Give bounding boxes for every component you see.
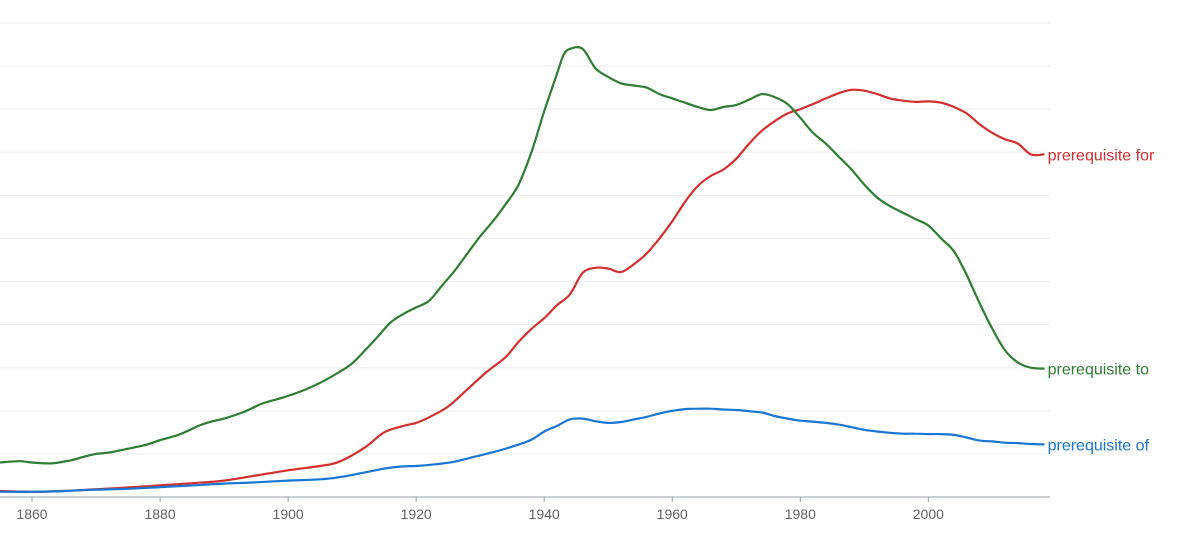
- series-labels: prerequisite for prerequisite to prerequis…: [1048, 147, 1155, 454]
- x-axis-ticks: 1860 1880 1900 1920 1940 1960 1980 2000: [16, 497, 944, 522]
- x-tick-label: 2000: [913, 506, 944, 522]
- x-tick-label: 1940: [529, 506, 560, 522]
- x-tick-label: 1880: [144, 506, 175, 522]
- series-label-prerequisite-to[interactable]: prerequisite to: [1048, 362, 1149, 379]
- series-label-prerequisite-for[interactable]: prerequisite for: [1048, 147, 1155, 164]
- gridlines: [0, 22, 1050, 455]
- series-line-prerequisite-for[interactable]: [0, 88, 1045, 493]
- x-tick-label: 1860: [16, 506, 47, 522]
- x-tick-label: 1920: [401, 506, 432, 522]
- series-line-prerequisite-of[interactable]: [0, 407, 1045, 493]
- x-tick-label: 1960: [657, 506, 688, 522]
- x-tick-label: 1900: [273, 506, 304, 522]
- series-line-prerequisite-to[interactable]: [0, 46, 1045, 465]
- series-lines: [0, 46, 1045, 493]
- series-label-prerequisite-of[interactable]: prerequisite of: [1048, 437, 1150, 454]
- x-tick-label: 1980: [785, 506, 816, 522]
